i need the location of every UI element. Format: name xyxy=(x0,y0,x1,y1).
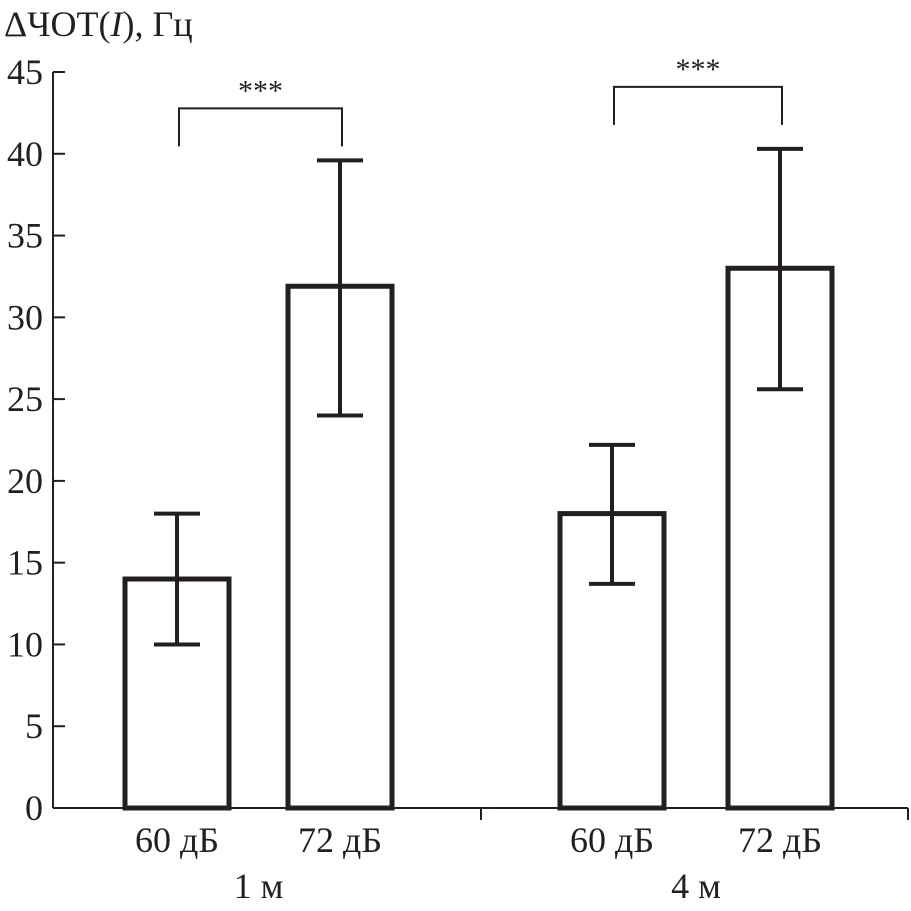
y-tick-label: 15 xyxy=(7,543,43,583)
y-tick-label: 25 xyxy=(7,379,43,419)
axis-labels: 0 5 10 15 20 25 30 35 40 45 60 дБ 72 дБ 1 м 60 дБ 72 д… xyxy=(7,52,822,906)
bar xyxy=(122,576,232,811)
y-tick-label: 45 xyxy=(7,52,43,92)
y-axis-label: ΔЧОТ(I), Гц xyxy=(4,4,193,44)
y-tick-label: 40 xyxy=(7,134,43,174)
significance-label: *** xyxy=(676,53,721,86)
y-tick-label: 30 xyxy=(7,297,43,337)
category-label: 72 дБ xyxy=(738,820,822,860)
significance-label: *** xyxy=(238,74,283,107)
y-tick-label: 10 xyxy=(7,624,43,664)
bar xyxy=(557,511,667,811)
group-label: 4 м xyxy=(671,866,721,906)
error-bars xyxy=(154,146,803,647)
significance-bracket xyxy=(178,107,343,147)
bars xyxy=(122,265,835,811)
category-label: 60 дБ xyxy=(135,820,219,860)
category-label: 60 дБ xyxy=(570,820,654,860)
y-tick-label: 5 xyxy=(25,706,43,746)
significance-bracket xyxy=(613,85,783,125)
y-tick-label: 20 xyxy=(7,461,43,501)
y-tick-label: 35 xyxy=(7,216,43,256)
group-label: 1 м xyxy=(234,866,284,906)
significance-markers: *** *** xyxy=(178,53,783,147)
category-label: 72 дБ xyxy=(298,820,382,860)
y-tick-label: 0 xyxy=(25,788,43,828)
